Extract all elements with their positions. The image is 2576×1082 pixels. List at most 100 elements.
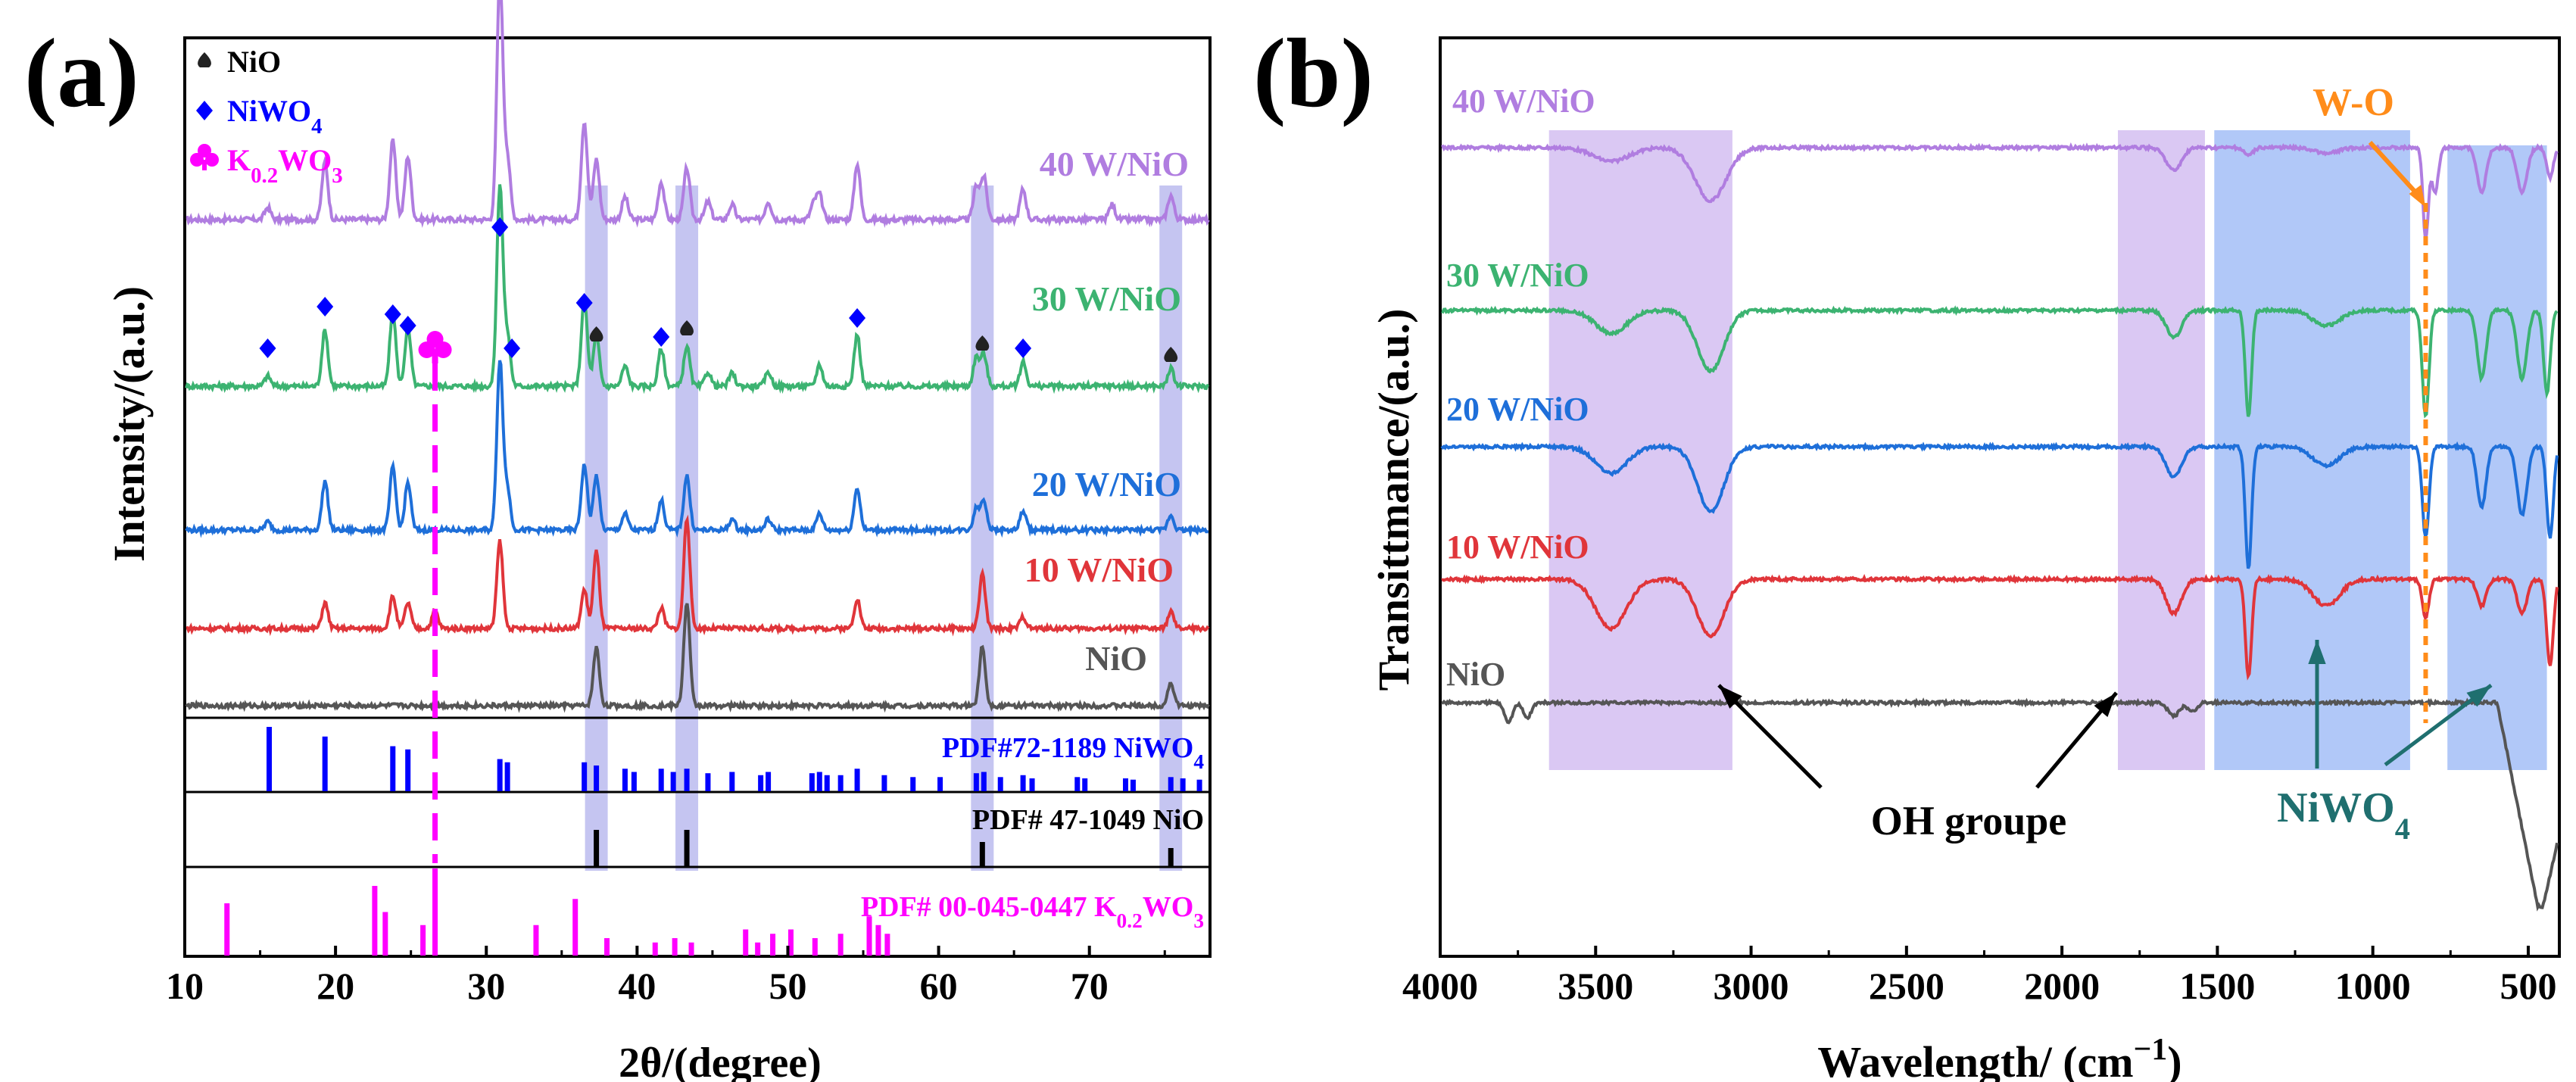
reference-line bbox=[837, 934, 844, 956]
legend-k-symbol bbox=[198, 144, 211, 157]
plot-frame bbox=[1439, 36, 2561, 958]
series-label: NiO bbox=[1446, 656, 1505, 693]
pattern-label: PDF#72-1189 NiWO4 bbox=[942, 732, 1204, 773]
reference-line bbox=[684, 769, 690, 791]
reference-line bbox=[533, 925, 539, 956]
reference-line bbox=[622, 769, 628, 791]
reference-line bbox=[910, 777, 916, 791]
niwo4-marker bbox=[384, 304, 401, 324]
x-tick-label: 50 bbox=[769, 965, 806, 1007]
plot-frame bbox=[183, 36, 1212, 958]
x-axis-label: Wavelength/ (cm−1) bbox=[1817, 1032, 2181, 1082]
reference-line bbox=[322, 736, 328, 791]
reference-line bbox=[390, 746, 396, 791]
reference-line bbox=[758, 775, 764, 791]
x-tick-label: 1500 bbox=[2179, 965, 2255, 1007]
panel-b: 40 W/NiO 30 W/NiO 20 W/NiO 10 W/NiO NiO W-O OH… bbox=[1253, 19, 2561, 1082]
reference-line bbox=[604, 938, 610, 956]
xrd-series-line bbox=[186, 514, 1210, 637]
series-label: 30 W/NiO bbox=[1032, 279, 1181, 318]
reference-line bbox=[979, 842, 985, 866]
reference-line bbox=[672, 938, 678, 956]
niwo4-arrow-head bbox=[2466, 685, 2491, 707]
pattern-label: PDF# 00-045-0447 K0.2WO3 bbox=[861, 891, 1204, 932]
niwo4-marker bbox=[849, 308, 866, 328]
reference-line bbox=[432, 868, 438, 956]
x-tick-label: 70 bbox=[1071, 965, 1109, 1007]
legend-k-symbol bbox=[190, 153, 204, 167]
reference-line bbox=[405, 749, 411, 791]
x-tick-label: 10 bbox=[166, 965, 204, 1007]
niwo4-arrow-head bbox=[2308, 640, 2326, 664]
panel-label: (b) bbox=[1253, 19, 1374, 128]
ftir-series-line bbox=[1441, 697, 2559, 912]
panel-a: 40 W/NiO 30 W/NiO 20 W/NiO 10 W/NiO NiO PDF#7… bbox=[24, 0, 1212, 1082]
x-tick-label: 60 bbox=[920, 965, 958, 1007]
reference-line bbox=[684, 830, 690, 866]
x-tick-label: 20 bbox=[317, 965, 354, 1007]
x-tick-label: 2500 bbox=[1869, 965, 1944, 1007]
reference-line bbox=[382, 912, 388, 956]
series-label: 10 W/NiO bbox=[1446, 529, 1589, 566]
reference-line bbox=[1029, 778, 1035, 791]
series-label: 20 W/NiO bbox=[1032, 465, 1181, 504]
reference-line bbox=[729, 772, 735, 791]
reference-line bbox=[884, 934, 890, 956]
reference-line bbox=[658, 769, 664, 791]
reference-line bbox=[224, 903, 230, 956]
reference-line bbox=[824, 775, 830, 791]
niwo4-marker bbox=[259, 338, 276, 358]
reference-line bbox=[1196, 779, 1202, 791]
series-label: 40 W/NiO bbox=[1452, 83, 1595, 120]
reference-line bbox=[866, 916, 872, 956]
y-axis-label: Intensity/(a.u.) bbox=[104, 286, 154, 562]
reference-line bbox=[1122, 778, 1128, 791]
reference-line bbox=[1082, 778, 1088, 791]
reference-line bbox=[766, 772, 772, 791]
x-tick-label: 30 bbox=[467, 965, 505, 1007]
panel-label: (a) bbox=[24, 19, 139, 128]
ftir-series-line bbox=[1441, 142, 2559, 239]
reference-line bbox=[755, 942, 761, 956]
pattern-label: PDF# 47-1049 NiO bbox=[972, 804, 1204, 836]
oh-arrow-head bbox=[1719, 685, 1742, 709]
ftir-series-line bbox=[1441, 573, 2559, 681]
reference-line bbox=[705, 773, 711, 791]
reference-line bbox=[981, 772, 987, 791]
reference-line bbox=[1168, 848, 1174, 866]
w-o-label: W-O bbox=[2312, 81, 2394, 124]
nio-marker bbox=[680, 320, 694, 335]
reference-line bbox=[420, 925, 426, 956]
reference-line bbox=[582, 762, 588, 791]
series-label: 40 W/NiO bbox=[1040, 145, 1189, 183]
reference-line bbox=[572, 899, 579, 956]
reference-line bbox=[504, 762, 510, 791]
series-label: 30 W/NiO bbox=[1446, 257, 1589, 294]
reference-line bbox=[816, 772, 822, 791]
x-tick-label: 1000 bbox=[2335, 965, 2411, 1007]
reference-line bbox=[688, 942, 694, 956]
w-o-arrow-head bbox=[2409, 185, 2426, 207]
reference-line bbox=[1130, 779, 1136, 791]
nio-marker bbox=[589, 326, 603, 341]
niwo4-marker bbox=[575, 293, 593, 313]
reference-line bbox=[1020, 775, 1026, 791]
oh-group-label: OH groupe bbox=[1871, 798, 2067, 843]
nio-marker bbox=[975, 335, 990, 351]
legend-k-symbol bbox=[205, 153, 219, 167]
niwo4-marker bbox=[317, 297, 334, 316]
legend-niwo4-symbol bbox=[196, 101, 213, 120]
reference-line bbox=[743, 929, 749, 956]
y-axis-label: Transittmance/(a.u.) bbox=[1369, 309, 1418, 691]
niwo4-marker bbox=[1015, 338, 1032, 358]
legend-label: NiO bbox=[227, 45, 281, 79]
reference-line bbox=[372, 886, 378, 956]
reference-line bbox=[594, 830, 600, 866]
xrd-series-line bbox=[186, 0, 1210, 229]
k-marker bbox=[432, 350, 438, 363]
reference-line bbox=[973, 773, 979, 791]
x-tick-label: 2000 bbox=[2024, 965, 2100, 1007]
x-axis-label: 2θ/(degree) bbox=[619, 1040, 822, 1082]
series-label: 20 W/NiO bbox=[1446, 391, 1589, 428]
